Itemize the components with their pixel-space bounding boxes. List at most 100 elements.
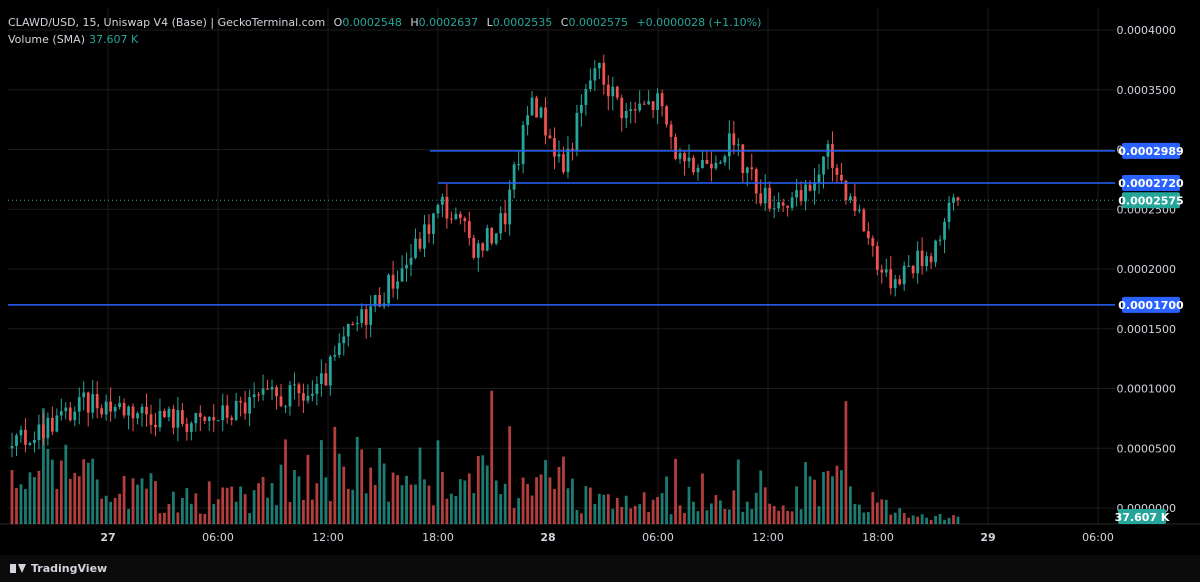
candle-body bbox=[817, 174, 821, 183]
candle-body bbox=[754, 169, 758, 194]
volume-bar bbox=[723, 508, 727, 524]
candle-body bbox=[355, 322, 359, 325]
candle-body bbox=[185, 423, 189, 432]
candle-body bbox=[889, 269, 893, 289]
candle-body bbox=[140, 406, 144, 414]
volume-bar bbox=[118, 493, 121, 524]
candle-body bbox=[82, 392, 86, 398]
candle-body bbox=[414, 238, 417, 258]
volume-bar bbox=[234, 501, 238, 524]
candle-body bbox=[759, 193, 763, 204]
x-tick-label: 18:00 bbox=[422, 531, 454, 544]
candle-body bbox=[261, 388, 265, 395]
volume-bar bbox=[176, 512, 180, 524]
candle-body bbox=[207, 416, 211, 421]
candle-body bbox=[409, 257, 413, 265]
candle-body bbox=[405, 264, 408, 269]
candle-body bbox=[149, 414, 153, 425]
volume-bar bbox=[86, 462, 90, 524]
volume-bar bbox=[100, 498, 104, 524]
candle-body bbox=[781, 202, 785, 206]
volume-bar bbox=[167, 503, 171, 524]
volume-bar bbox=[916, 516, 920, 524]
level-price-label-bg bbox=[1122, 296, 1180, 313]
last-price-label: 0.0002575 bbox=[1118, 194, 1183, 207]
candle-body bbox=[189, 423, 193, 432]
candle-body bbox=[907, 265, 911, 267]
volume-bar bbox=[902, 512, 906, 524]
volume-bar bbox=[943, 519, 946, 524]
candle-body bbox=[24, 429, 27, 445]
volume-bar bbox=[674, 458, 677, 524]
volume-bar bbox=[490, 390, 494, 524]
candle-body bbox=[902, 265, 906, 285]
candle-body bbox=[239, 400, 243, 403]
candle-body bbox=[647, 101, 651, 105]
footer-bar: TradingView bbox=[0, 555, 1200, 582]
candle-body bbox=[530, 97, 534, 116]
volume-bar bbox=[642, 492, 646, 524]
candle-body bbox=[216, 420, 220, 422]
volume-bar bbox=[418, 447, 422, 524]
x-tick-label: 06:00 bbox=[642, 531, 674, 544]
candle-body bbox=[822, 156, 825, 175]
candle-body bbox=[956, 197, 960, 201]
volume-bar bbox=[701, 473, 704, 524]
candle-body bbox=[180, 410, 184, 424]
high-label: H bbox=[410, 16, 419, 29]
volume-bar bbox=[557, 466, 561, 524]
volume-bar bbox=[620, 506, 624, 524]
candle-body bbox=[378, 295, 382, 307]
volume-bar bbox=[817, 506, 821, 524]
candle-body bbox=[611, 86, 615, 97]
volume-bar bbox=[127, 509, 130, 524]
candle-body bbox=[745, 167, 749, 174]
volume-bar bbox=[441, 471, 444, 524]
candle-body bbox=[46, 417, 50, 439]
x-tick-label: 06:00 bbox=[1082, 531, 1114, 544]
volume-bar bbox=[337, 453, 341, 524]
volume-bar bbox=[387, 501, 390, 524]
volume-bar bbox=[64, 444, 68, 524]
candle-body bbox=[938, 239, 942, 241]
candle-body bbox=[113, 406, 117, 412]
volume-bar bbox=[665, 476, 668, 524]
candle-body bbox=[808, 184, 812, 191]
volume-bar bbox=[844, 401, 848, 524]
volume-bar bbox=[656, 497, 660, 524]
candle-body bbox=[284, 406, 287, 408]
volume-bar bbox=[207, 481, 211, 524]
candle-body bbox=[127, 406, 130, 416]
candle-body bbox=[499, 213, 503, 234]
candle-body bbox=[293, 384, 296, 386]
volume-bar bbox=[611, 508, 615, 524]
volume-bar bbox=[324, 477, 328, 524]
candle-body bbox=[840, 174, 843, 181]
candle-body bbox=[701, 159, 704, 168]
tradingview-logo[interactable]: TradingView bbox=[10, 562, 107, 575]
volume-bar bbox=[172, 491, 175, 524]
volume-bar bbox=[432, 505, 435, 524]
volume-bar bbox=[777, 510, 781, 524]
candle-body bbox=[952, 197, 955, 203]
change-value: +0.0000028 (+1.10%) bbox=[636, 16, 762, 29]
candle-body bbox=[432, 213, 435, 234]
candle-body bbox=[521, 125, 525, 165]
candle-body bbox=[633, 109, 637, 111]
volume-bar bbox=[521, 477, 525, 524]
candle-body bbox=[857, 209, 861, 211]
volume-bar bbox=[28, 472, 32, 524]
candle-body bbox=[669, 124, 673, 137]
candle-body bbox=[194, 413, 198, 424]
volume-bar bbox=[526, 484, 529, 524]
volume-bar bbox=[956, 516, 960, 524]
volume-bar bbox=[754, 492, 758, 524]
volume-bar bbox=[584, 486, 588, 524]
candle-body bbox=[790, 197, 794, 208]
volume-bar bbox=[310, 499, 314, 524]
candle-body bbox=[154, 424, 157, 428]
volume-bar bbox=[938, 513, 942, 524]
x-tick-label: 28 bbox=[540, 531, 555, 544]
volume-bar bbox=[795, 486, 798, 524]
